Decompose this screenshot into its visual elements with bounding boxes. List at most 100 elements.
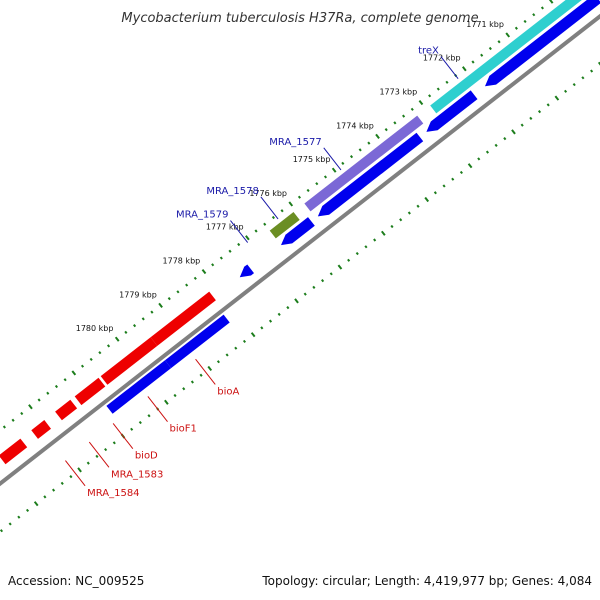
gene-mra-1577[interactable]: [304, 115, 424, 212]
tick-mark: [390, 224, 394, 229]
tick-mark: [428, 94, 432, 98]
tick-mark: [477, 157, 481, 161]
inner-gene-biof1[interactable]: [106, 360, 172, 414]
tick-mark: [286, 306, 290, 310]
tick-mark: [347, 258, 351, 262]
tick-mark: [20, 411, 24, 416]
tick-mark: [277, 312, 281, 316]
label-layer: treX MRA_1577 MRA_1578 MRA_1579 bioA bioF1 bio…: [65, 46, 459, 499]
tick-mark: [402, 114, 406, 118]
tick-mark: [225, 353, 229, 357]
tick-mark: [158, 302, 163, 308]
tick-mark: [459, 170, 463, 175]
tick-mark: [176, 290, 180, 294]
tick-mark: [86, 461, 90, 465]
gene-mra-1578[interactable]: [269, 212, 300, 239]
tick-mark: [250, 332, 256, 338]
label-leader-line: [323, 147, 342, 171]
gene-layer: [0, 0, 600, 465]
tick-mark: [410, 107, 414, 111]
tick-mark: [416, 204, 420, 208]
tick-mark: [280, 209, 284, 213]
tick-mark: [133, 324, 137, 328]
reverse-gene-mra-1584[interactable]: [31, 420, 51, 439]
tick-mark: [367, 141, 371, 145]
forward-gene-2[interactable]: [317, 132, 424, 217]
tick-mark: [185, 283, 189, 287]
tick-mark: [341, 161, 345, 166]
gene-label[interactable]: bioD: [135, 451, 158, 462]
tick-mark: [104, 447, 108, 452]
tick-mark: [312, 285, 316, 289]
tick-mark: [529, 116, 533, 120]
tick-mark: [89, 357, 93, 362]
tick-mark: [462, 66, 467, 72]
tick-label: 1777 kbp: [206, 223, 244, 232]
reverse-gene-bioa[interactable]: [150, 291, 216, 346]
tick-mark: [503, 137, 507, 141]
tick-mark: [537, 110, 542, 114]
tick-mark: [0, 529, 4, 533]
gene-label[interactable]: MRA_1584: [87, 488, 139, 499]
accession-text: Accession: NC_009525: [8, 574, 144, 588]
tick-mark: [597, 61, 600, 66]
tick-mark: [8, 522, 12, 526]
tick-mark: [442, 184, 446, 188]
genome-summary-text: Topology: circular; Length: 4,419,977 bp…: [261, 574, 592, 588]
label-leader-line: [65, 460, 86, 487]
reverse-gene-biod[interactable]: [74, 377, 106, 406]
tick-mark: [164, 399, 169, 405]
gene-label[interactable]: treX: [418, 46, 439, 57]
label-leader-line: [260, 196, 279, 220]
label-leader-line: [195, 358, 216, 385]
tick-mark: [190, 380, 194, 384]
reverse-gene-5[interactable]: [0, 438, 28, 465]
tick-mark: [271, 215, 275, 220]
tick-mark: [494, 143, 498, 148]
gene-label[interactable]: MRA_1583: [111, 469, 163, 480]
tick-mark: [98, 351, 102, 355]
tick-mark: [418, 99, 424, 106]
label-leader-line: [147, 396, 168, 422]
gene-label[interactable]: MRA_1578: [206, 186, 258, 197]
tick-mark: [375, 133, 380, 139]
gene-label[interactable]: bioA: [217, 386, 239, 397]
tick-mark: [540, 6, 544, 10]
tick-mark: [60, 481, 64, 485]
tick-mark: [511, 129, 516, 135]
tick-mark: [124, 330, 128, 334]
tick-mark: [288, 201, 294, 207]
tick-mark: [138, 420, 142, 425]
gene-label[interactable]: MRA_1579: [176, 210, 228, 221]
forward-gene-0[interactable]: [485, 0, 600, 87]
tick-mark: [523, 19, 527, 24]
tick-mark: [590, 69, 594, 73]
tick-mark: [364, 245, 368, 249]
tick-mark: [471, 60, 475, 64]
tick-mark: [488, 46, 492, 51]
inner-gene-bioa[interactable]: [165, 314, 230, 369]
tick-mark: [337, 264, 343, 270]
tick-mark: [245, 235, 250, 241]
reverse-gene-mra-1583[interactable]: [55, 399, 78, 421]
reverse-gene-biof1[interactable]: [100, 337, 158, 385]
tick-mark: [329, 272, 333, 276]
tick-label: 1780 kbp: [76, 324, 114, 333]
gene-label[interactable]: MRA_1577: [269, 137, 321, 148]
gene-label[interactable]: bioF1: [170, 424, 197, 435]
tick-mark: [43, 495, 47, 499]
tick-mark: [303, 292, 307, 296]
tick-mark: [451, 177, 455, 181]
tick-mark: [199, 373, 203, 377]
forward-gene-4[interactable]: [239, 264, 254, 278]
forward-gene-3[interactable]: [281, 217, 315, 246]
tick-mark: [349, 155, 354, 159]
gene-trex[interactable]: [430, 0, 592, 114]
tick-mark: [106, 344, 111, 348]
forward-gene-1[interactable]: [426, 90, 478, 132]
tick-mark: [485, 150, 490, 154]
tick-mark: [315, 182, 319, 186]
tick-mark: [263, 222, 267, 226]
